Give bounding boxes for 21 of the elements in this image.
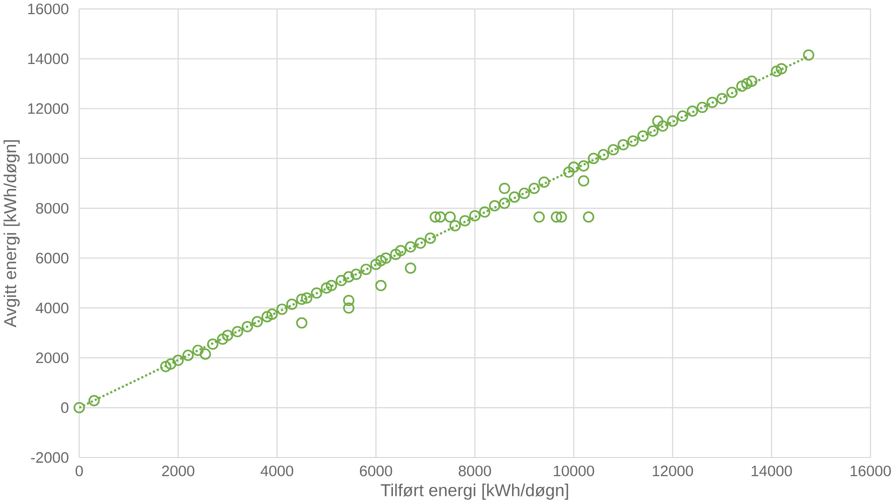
x-tick-label: 4000: [260, 465, 294, 476]
x-tick-label: 2000: [162, 465, 194, 476]
x-axis-title: Tilført energi [kWh/døgn]: [380, 484, 568, 500]
y-tick-label: 8000: [36, 202, 68, 214]
y-tick-label: 12000: [28, 103, 68, 114]
x-tick-label: 16000: [850, 465, 891, 476]
y-tick-label: 16000: [28, 3, 68, 14]
x-tick-label: 10000: [554, 465, 594, 476]
y-tick-label: 6000: [36, 252, 68, 264]
y-tick-label: 0: [61, 402, 68, 413]
y-tick-label: 14000: [28, 53, 68, 64]
y-tick-label: -2000: [31, 452, 68, 463]
x-tick-label: 0: [76, 465, 83, 476]
y-tick-label: 2000: [36, 352, 68, 363]
y-tick-label: 10000: [28, 152, 68, 164]
y-axis-title: Avgitt energi [kWh/døgn]: [4, 140, 20, 328]
x-tick-label: 8000: [458, 465, 492, 476]
x-tick-label: 6000: [360, 465, 392, 476]
y-tick-label: 4000: [36, 302, 68, 314]
x-tick-label: 14000: [752, 465, 792, 476]
x-tick-label: 12000: [652, 465, 694, 476]
